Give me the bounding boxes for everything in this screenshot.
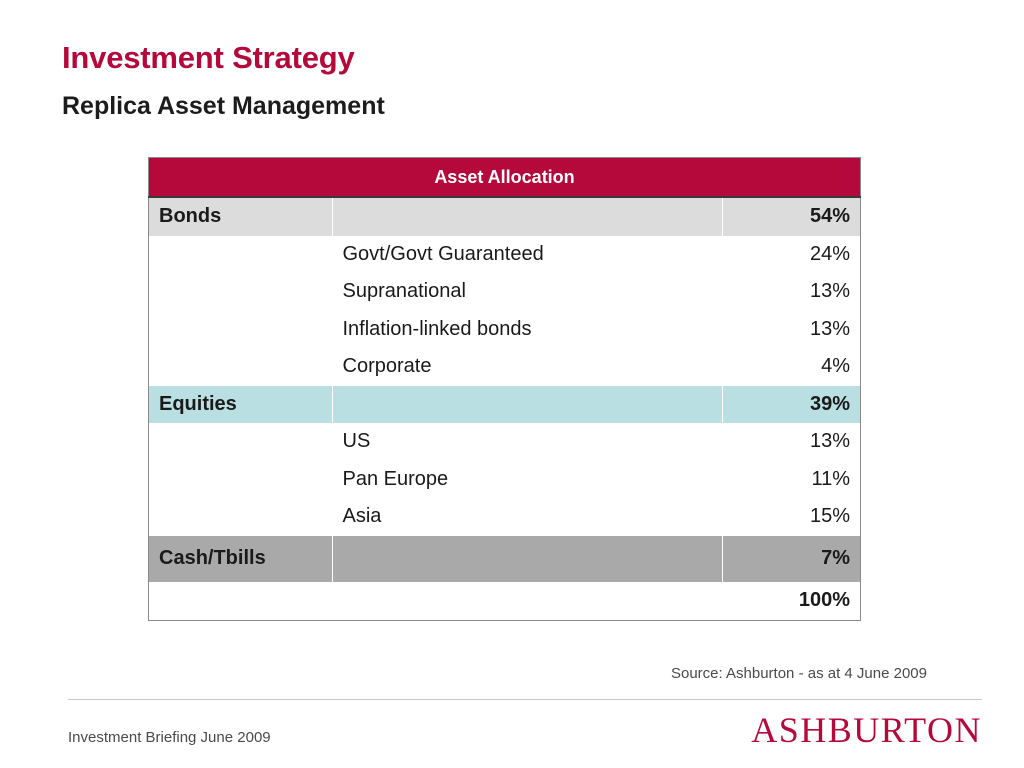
item-value: 24%	[809, 242, 850, 265]
footer-text: Investment Briefing June 2009	[68, 729, 271, 746]
item-label: Pan Europe	[342, 467, 449, 490]
table-heading: Asset Allocation	[148, 157, 861, 198]
item-value: 11%	[811, 467, 850, 490]
source-note: Source: Ashburton - as at 4 June 2009	[670, 665, 927, 682]
footer-divider	[68, 699, 982, 700]
item-label: Govt/Govt Guaranteed	[342, 242, 544, 265]
category-row-bonds: Bonds 54%	[148, 197, 861, 236]
category-value: 39%	[722, 385, 861, 423]
table-row: Corporate 4%	[149, 348, 861, 386]
item-label: Inflation-linked bonds	[342, 317, 532, 340]
table-row: Asia 15%	[149, 498, 861, 536]
category-label: Equities	[148, 385, 333, 423]
category-row-cash: Cash/Tbills 7%	[148, 535, 861, 582]
table-row: Pan Europe 11%	[149, 461, 861, 499]
category-label: Bonds	[148, 197, 333, 236]
total-row: 100%	[149, 582, 861, 621]
item-label: US	[342, 430, 371, 453]
item-value: 13%	[809, 430, 850, 453]
category-value: 54%	[722, 197, 861, 236]
category-value: 7%	[722, 535, 861, 582]
item-value: 13%	[809, 280, 850, 303]
total-value: 100%	[798, 589, 850, 611]
table-row: Inflation-linked bonds 13%	[149, 311, 861, 349]
category-label: Cash/Tbills	[148, 535, 333, 582]
table-row: Govt/Govt Guaranteed 24%	[149, 236, 861, 274]
page-title: Investment Strategy	[62, 40, 355, 75]
item-value: 15%	[809, 505, 850, 528]
item-label: Corporate	[342, 355, 432, 378]
item-value: 13%	[809, 317, 850, 340]
table-header-row: Asset Allocation	[148, 157, 861, 198]
table-row: US 13%	[149, 423, 861, 461]
page-subtitle: Replica Asset Management	[62, 92, 385, 120]
item-value: 4%	[821, 355, 850, 378]
item-label: Asia	[342, 505, 382, 528]
ashburton-logo: ASHBURTON	[751, 710, 982, 750]
asset-allocation-table: Asset Allocation Bonds 54% Govt/Govt Gua…	[148, 157, 861, 621]
table-row: Supranational 13%	[149, 273, 861, 311]
item-label: Supranational	[342, 280, 466, 303]
category-row-equities: Equities 39%	[148, 385, 861, 423]
